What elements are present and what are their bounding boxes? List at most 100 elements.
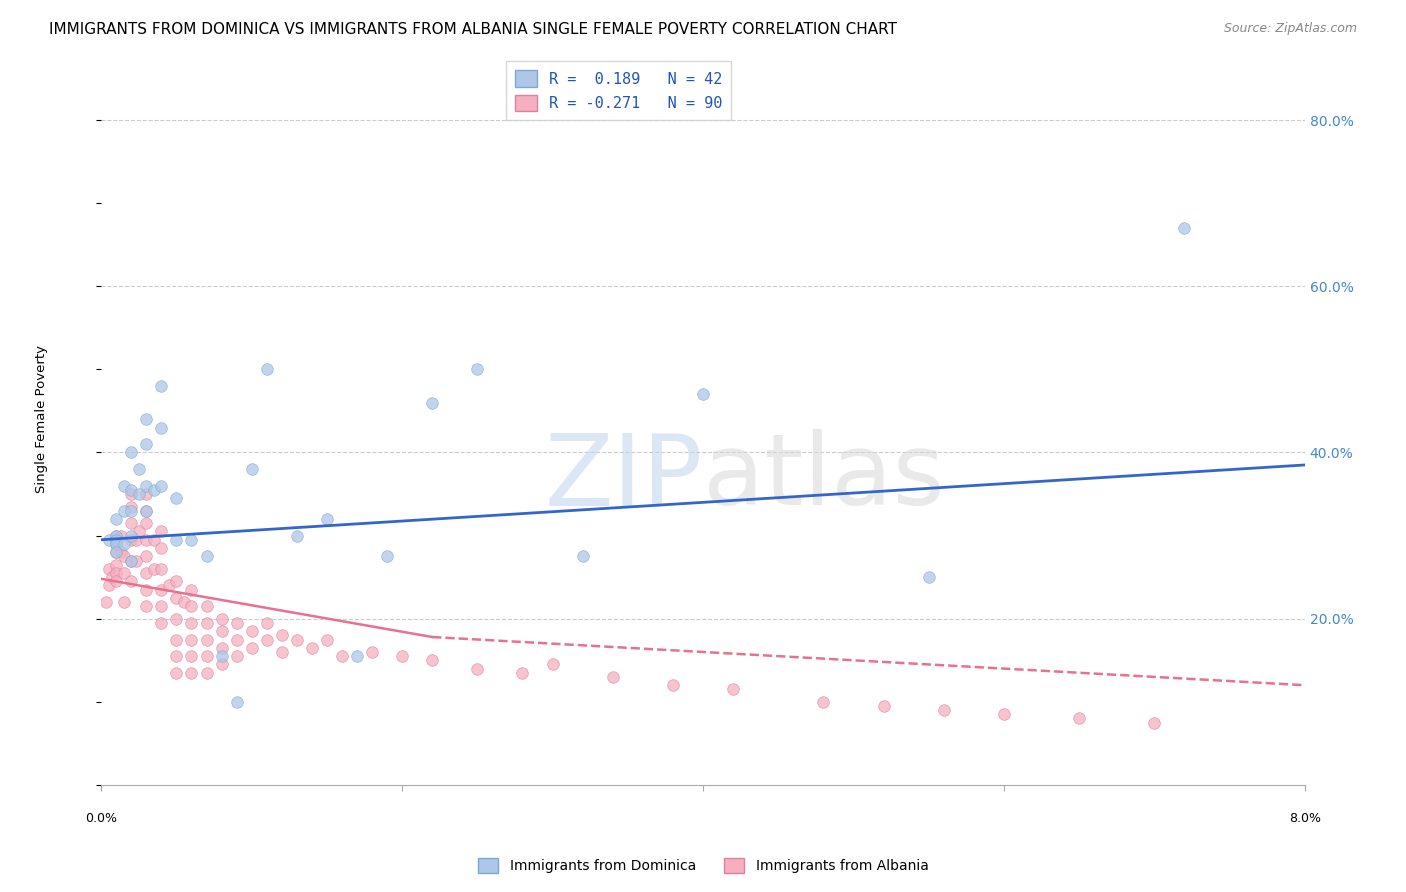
Point xyxy=(1173,221,1195,235)
Point xyxy=(100,570,122,584)
Point xyxy=(813,695,835,709)
Point xyxy=(135,533,157,547)
Point xyxy=(240,462,263,476)
Point xyxy=(180,599,202,614)
Point xyxy=(211,624,233,639)
Point xyxy=(602,670,624,684)
Point xyxy=(166,591,188,605)
Point xyxy=(120,503,142,517)
Point xyxy=(420,395,443,409)
Point xyxy=(195,599,218,614)
Point xyxy=(285,632,308,647)
Point xyxy=(225,695,247,709)
Point xyxy=(120,483,142,497)
Point xyxy=(166,533,188,547)
Point xyxy=(166,574,188,589)
Point xyxy=(571,549,593,564)
Point xyxy=(225,615,247,630)
Point xyxy=(135,437,157,451)
Point xyxy=(105,537,128,551)
Point xyxy=(330,649,353,664)
Point xyxy=(135,487,157,501)
Point xyxy=(135,479,157,493)
Point xyxy=(211,649,233,664)
Point xyxy=(721,682,744,697)
Point xyxy=(315,512,337,526)
Point xyxy=(112,566,135,580)
Point xyxy=(467,662,489,676)
Point xyxy=(150,524,173,539)
Point xyxy=(128,524,150,539)
Point xyxy=(211,612,233,626)
Point xyxy=(135,503,157,517)
Point xyxy=(120,487,142,501)
Point xyxy=(105,528,128,542)
Point xyxy=(97,562,120,576)
Point xyxy=(150,379,173,393)
Point xyxy=(173,595,195,609)
Point xyxy=(195,615,218,630)
Point xyxy=(125,553,148,567)
Point xyxy=(135,516,157,530)
Point xyxy=(157,578,180,592)
Point xyxy=(120,445,142,459)
Point xyxy=(180,582,202,597)
Point xyxy=(1143,715,1166,730)
Point xyxy=(120,574,142,589)
Point xyxy=(110,545,132,559)
Point xyxy=(180,665,202,680)
Point xyxy=(105,512,128,526)
Point xyxy=(467,362,489,376)
Point xyxy=(135,549,157,564)
Point xyxy=(211,640,233,655)
Point xyxy=(256,632,278,647)
Point xyxy=(142,533,165,547)
Point xyxy=(512,665,534,680)
Text: atlas: atlas xyxy=(703,429,945,526)
Point xyxy=(240,624,263,639)
Point xyxy=(150,582,173,597)
Point xyxy=(120,553,142,567)
Point xyxy=(110,528,132,542)
Point xyxy=(195,549,218,564)
Point xyxy=(112,537,135,551)
Text: IMMIGRANTS FROM DOMINICA VS IMMIGRANTS FROM ALBANIA SINGLE FEMALE POVERTY CORREL: IMMIGRANTS FROM DOMINICA VS IMMIGRANTS F… xyxy=(49,22,897,37)
Point xyxy=(150,479,173,493)
Point xyxy=(105,537,128,551)
Point xyxy=(105,545,128,559)
Point xyxy=(872,698,894,713)
Point xyxy=(135,599,157,614)
Point xyxy=(270,628,292,642)
Text: 8.0%: 8.0% xyxy=(1289,813,1320,825)
Point xyxy=(315,632,337,647)
Point xyxy=(150,599,173,614)
Point xyxy=(180,649,202,664)
Point xyxy=(180,632,202,647)
Point xyxy=(120,500,142,514)
Point xyxy=(420,653,443,667)
Point xyxy=(120,533,142,547)
Point xyxy=(150,420,173,434)
Point xyxy=(166,612,188,626)
Point xyxy=(195,649,218,664)
Point xyxy=(993,707,1015,722)
Point xyxy=(225,649,247,664)
Point xyxy=(361,645,384,659)
Point xyxy=(391,649,413,664)
Point xyxy=(105,566,128,580)
Point xyxy=(120,528,142,542)
Point xyxy=(142,483,165,497)
Point xyxy=(112,595,135,609)
Point xyxy=(120,516,142,530)
Point xyxy=(211,657,233,672)
Point xyxy=(166,491,188,506)
Point xyxy=(105,545,128,559)
Point xyxy=(105,558,128,572)
Point xyxy=(105,528,128,542)
Point xyxy=(240,640,263,655)
Point xyxy=(225,632,247,647)
Text: Source: ZipAtlas.com: Source: ZipAtlas.com xyxy=(1223,22,1357,36)
Text: Single Female Poverty: Single Female Poverty xyxy=(35,345,48,493)
Text: 0.0%: 0.0% xyxy=(86,813,117,825)
Point xyxy=(97,578,120,592)
